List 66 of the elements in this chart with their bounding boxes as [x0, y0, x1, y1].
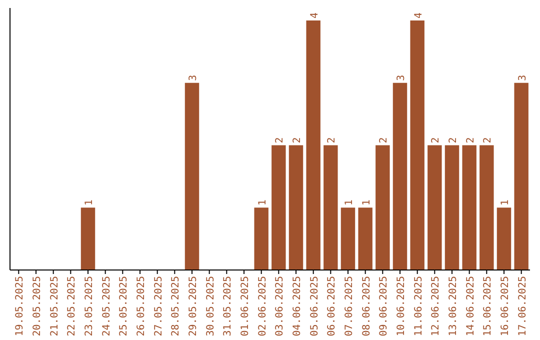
x-tick-label: 21.05.2025 — [49, 276, 60, 336]
data-label: 2 — [292, 137, 303, 144]
bar — [444, 145, 460, 270]
x-tick-label: 27.05.2025 — [153, 276, 164, 336]
data-label: 2 — [482, 137, 494, 144]
data-label: 2 — [274, 137, 286, 144]
x-tick-label: 03.06.2025 — [274, 276, 286, 336]
x-tick-label: 02.06.2025 — [257, 276, 268, 336]
bar — [358, 208, 372, 270]
x-tick-label: 05.06.2025 — [309, 276, 320, 336]
bar — [324, 145, 338, 270]
bar — [462, 145, 476, 270]
x-tick-label: 23.05.2025 — [84, 276, 95, 336]
bar — [184, 82, 200, 270]
bar — [496, 208, 512, 270]
bar — [410, 20, 424, 270]
bar — [480, 145, 494, 270]
x-tick-label: 10.06.2025 — [396, 276, 407, 336]
data-label: 2 — [326, 137, 338, 144]
x-tick-label: 22.05.2025 — [66, 276, 78, 336]
data-label: 2 — [430, 137, 442, 144]
bar — [80, 208, 96, 270]
x-tick-label: 08.06.2025 — [361, 276, 372, 336]
data-label: 4 — [413, 12, 424, 18]
data-label: 2 — [448, 137, 459, 144]
x-tick-label: 01.06.2025 — [240, 276, 251, 336]
data-label: 2 — [378, 137, 390, 144]
x-tick-label: 19.05.2025 — [14, 276, 26, 336]
x-tick-label: 06.06.2025 — [326, 276, 338, 336]
bar — [392, 82, 408, 270]
x-tick-label: 26.05.2025 — [136, 276, 147, 336]
data-label: 1 — [344, 200, 355, 206]
x-tick-label: 12.06.2025 — [430, 276, 442, 336]
bar — [340, 208, 356, 270]
x-tick-label: 29.05.2025 — [188, 276, 199, 336]
data-label: 3 — [188, 74, 199, 81]
bar — [428, 145, 442, 270]
x-tick-label: 25.05.2025 — [118, 276, 130, 336]
data-label: 3 — [517, 74, 528, 81]
data-label: 1 — [500, 200, 511, 206]
bar — [306, 20, 320, 270]
x-tick-label: 30.05.2025 — [205, 276, 216, 336]
data-label: 1 — [361, 200, 372, 206]
x-tick-label: 11.06.2025 — [413, 276, 424, 336]
x-tick-label: 17.06.2025 — [517, 276, 528, 336]
x-tick-label: 31.05.2025 — [222, 276, 234, 336]
bar — [272, 145, 286, 270]
bar — [288, 145, 304, 270]
x-tick-label: 28.05.2025 — [170, 276, 182, 336]
data-label: 1 — [257, 200, 268, 206]
data-label: 4 — [309, 12, 320, 18]
x-tick-label: 14.06.2025 — [465, 276, 476, 336]
data-label: 2 — [465, 137, 476, 144]
x-tick-label: 07.06.2025 — [344, 276, 355, 336]
x-tick-label: 20.05.2025 — [32, 276, 43, 336]
data-label: 1 — [84, 200, 95, 206]
bar — [514, 82, 528, 270]
x-tick-label: 15.06.2025 — [482, 276, 494, 336]
x-tick-label: 16.06.2025 — [500, 276, 511, 336]
bar — [254, 208, 268, 270]
x-tick-label: 04.06.2025 — [292, 276, 303, 336]
bar — [376, 145, 390, 270]
x-tick-label: 13.06.2025 — [448, 276, 459, 336]
x-tick-label: 24.05.2025 — [101, 276, 112, 336]
x-tick-label: 09.06.2025 — [378, 276, 390, 336]
data-label: 3 — [396, 74, 407, 81]
